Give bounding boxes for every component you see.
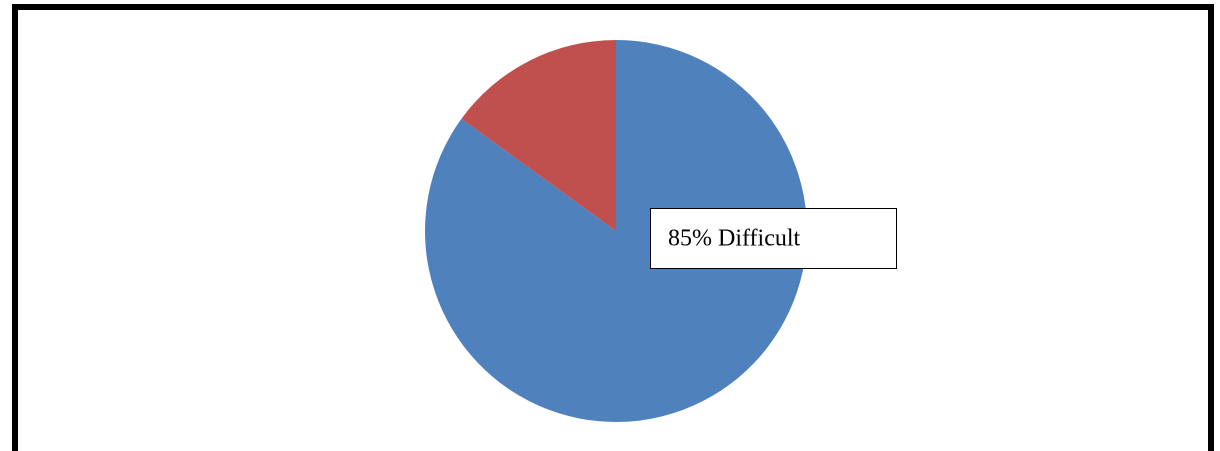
- label-box: [650, 208, 897, 269]
- data-label: 85% Difficult: [668, 226, 801, 252]
- pie-slice: [461, 39, 616, 232]
- frame: [12, 4, 1214, 451]
